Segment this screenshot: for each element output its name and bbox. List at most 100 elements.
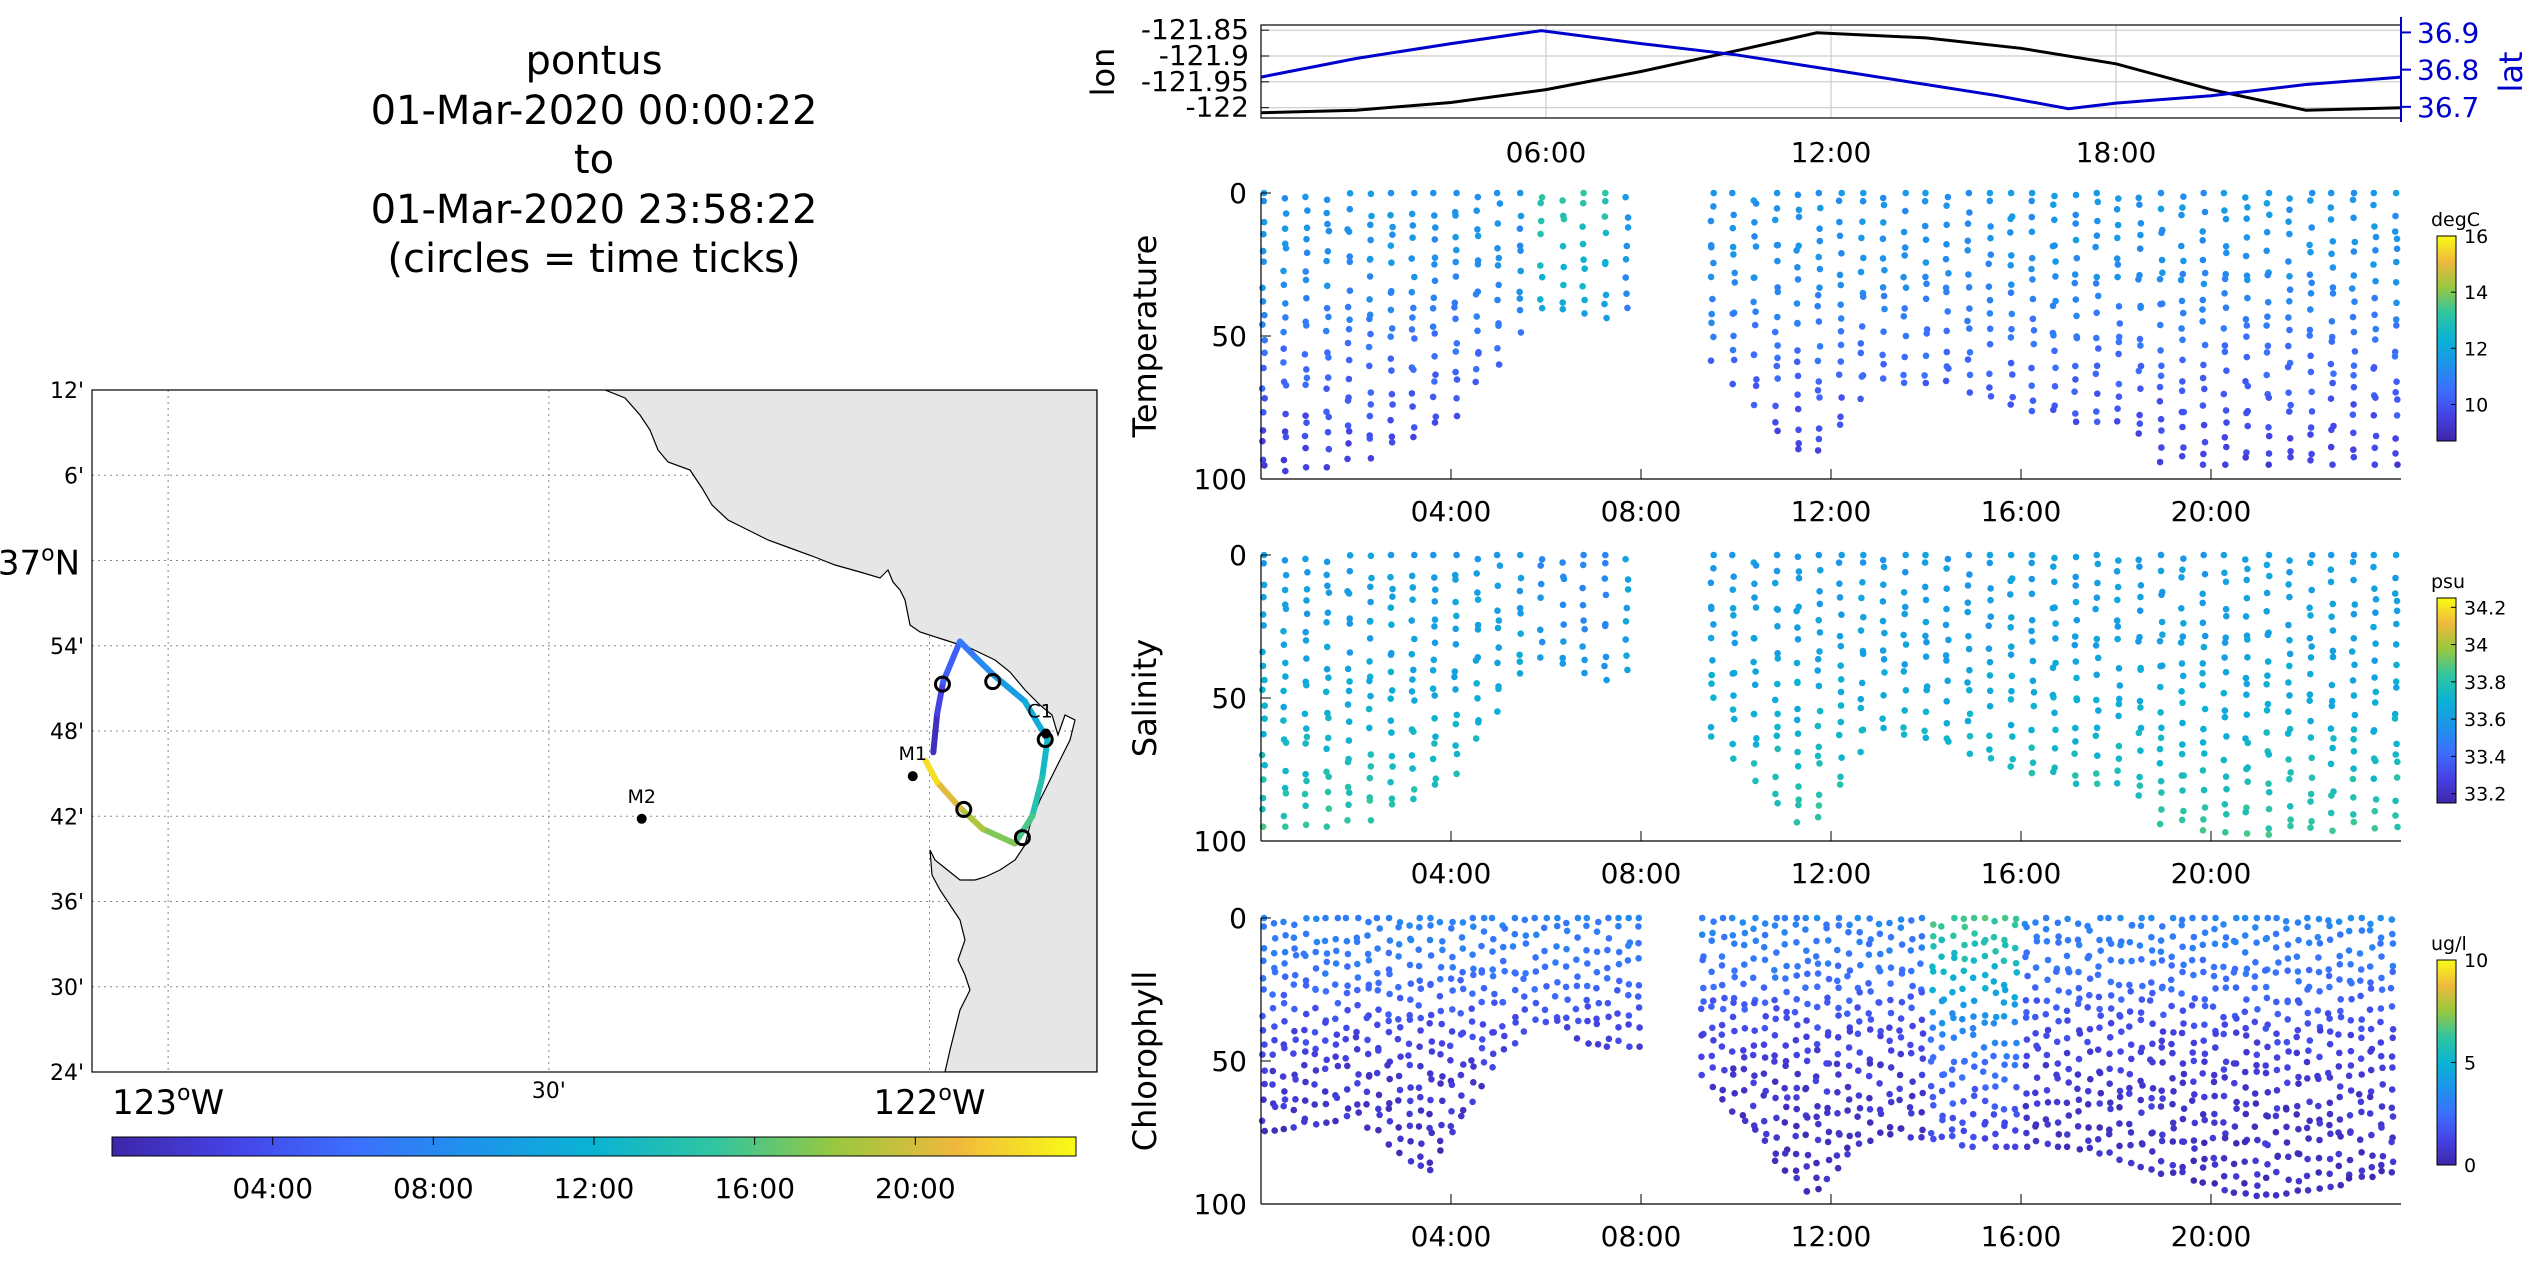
chlorophyll-point — [2379, 1064, 2386, 1072]
salinity-point — [1751, 681, 1759, 689]
salinity-point — [2242, 613, 2250, 620]
temperature-point — [1472, 291, 1480, 298]
chlorophyll-point — [1781, 1084, 1788, 1092]
salinity-point — [1794, 636, 1802, 643]
chlorophyll-point — [1491, 990, 1498, 998]
salinity-x-tick-label: 12:00 — [1791, 857, 1872, 890]
salinity-point — [2201, 570, 2209, 578]
chlorophyll-point — [1615, 1037, 1622, 1045]
salinity-point — [2115, 665, 2123, 672]
temperature-point — [2392, 279, 2400, 286]
chlorophyll-point — [2283, 1123, 2290, 1131]
temperature-point — [1837, 328, 1845, 335]
salinity-x-tick-label: 16:00 — [1981, 857, 2062, 890]
chlorophyll-point — [2158, 1087, 2165, 1094]
chlorophyll-point — [2191, 1119, 2199, 1127]
chlorophyll-point — [2001, 1076, 2008, 1083]
chlorophyll-point — [1321, 1088, 1329, 1095]
temperature-point — [2157, 415, 2165, 423]
temperature-point — [1344, 303, 1352, 311]
chlorophyll-x-tick-label: 16:00 — [1981, 1220, 2062, 1253]
temperature-point — [2329, 284, 2337, 291]
chlorophyll-point — [2306, 1117, 2313, 1125]
salinity-point — [2199, 619, 2207, 627]
map-lat-tick-label: 36' — [50, 891, 84, 916]
chlorophyll-point — [2074, 1123, 2082, 1130]
map-colorbar-tick-label: 16:00 — [714, 1172, 795, 1205]
chlorophyll-point — [1292, 952, 1300, 959]
salinity-point — [1837, 702, 1845, 709]
salinity-point — [1857, 704, 1865, 712]
temperature-point — [1879, 351, 1886, 359]
chlorophyll-point — [1470, 923, 1477, 930]
salinity-point — [1411, 635, 1418, 643]
temperature-point — [2327, 216, 2335, 223]
temperature-point — [1710, 203, 1717, 210]
temperature-point — [2328, 250, 2335, 258]
salinity-point — [2157, 709, 2164, 716]
temperature-point — [1325, 227, 1333, 235]
chlorophyll-point — [1604, 946, 1611, 954]
salinity-point — [1857, 627, 1865, 634]
salinity-point — [1559, 660, 1567, 667]
chlorophyll-point — [1270, 920, 1278, 927]
salinity-point — [1814, 752, 1822, 760]
chlorophyll-point — [2170, 1029, 2177, 1036]
chlorophyll-point — [2096, 1100, 2103, 1107]
temperature-point — [1710, 259, 1717, 267]
chlorophyll-point — [1950, 1058, 1958, 1066]
chlorophyll-point — [2275, 959, 2282, 966]
chlorophyll-point — [1740, 941, 1748, 949]
chlorophyll-point — [1927, 1036, 1935, 1043]
chlorophyll-point — [1375, 1126, 1382, 1134]
temperature-point — [1815, 253, 1822, 261]
chlorophyll-point — [1804, 1114, 1811, 1121]
chlorophyll-point — [1354, 1101, 1361, 1108]
temperature-point — [1817, 204, 1824, 212]
chlorophyll-point — [1896, 1085, 1903, 1093]
temperature-point — [1366, 435, 1374, 442]
salinity-point — [1966, 750, 1974, 758]
salinity-point — [1282, 659, 1289, 667]
salinity-point — [1881, 629, 1888, 637]
temperature-point — [1346, 190, 1354, 197]
temperature-point — [1581, 310, 1588, 317]
salinity-point — [1344, 701, 1352, 708]
chlorophyll-point — [1709, 929, 1716, 937]
chlorophyll-point — [1971, 1051, 1978, 1058]
temperature-point — [1516, 295, 1524, 302]
chlorophyll-point — [1887, 933, 1895, 941]
temperature-point — [1860, 189, 1867, 197]
salinity-point — [2328, 613, 2335, 620]
temperature-point — [2350, 383, 2358, 391]
chlorophyll-point — [2032, 1137, 2040, 1145]
chlorophyll-point — [2326, 1170, 2333, 1178]
temperature-point — [1922, 352, 1930, 360]
temperature-point — [2243, 234, 2251, 241]
chlorophyll-point — [2032, 1089, 2039, 1097]
temperature-point — [1366, 296, 1373, 303]
chlorophyll-point — [1603, 1043, 1611, 1050]
salinity-point — [1517, 610, 1524, 617]
chlorophyll-point — [2366, 1006, 2374, 1013]
salinity-point — [2350, 692, 2358, 699]
chlorophyll-point — [1730, 1065, 1737, 1072]
salinity-point — [2350, 635, 2358, 642]
chlorophyll-point — [2316, 1027, 2324, 1034]
chlorophyll-point — [2168, 986, 2175, 993]
salinity-point — [2306, 697, 2313, 704]
temperature-point — [1581, 265, 1588, 273]
salinity-point — [2179, 633, 2187, 640]
chlorophyll-point — [2190, 1057, 2198, 1065]
chlorophyll-point — [1625, 981, 1633, 988]
temperature-point — [1774, 375, 1781, 382]
chlorophyll-point — [2096, 1024, 2103, 1031]
salinity-point — [2393, 774, 2401, 781]
salinity-point — [1602, 559, 1609, 567]
salinity-point — [2264, 658, 2272, 665]
chlorophyll-point — [1992, 1013, 2000, 1021]
chlorophyll-point — [1385, 1141, 1393, 1148]
chlorophyll-point — [1793, 1122, 1800, 1130]
salinity-point — [2157, 551, 2165, 559]
chlorophyll-point — [1867, 1137, 1874, 1145]
